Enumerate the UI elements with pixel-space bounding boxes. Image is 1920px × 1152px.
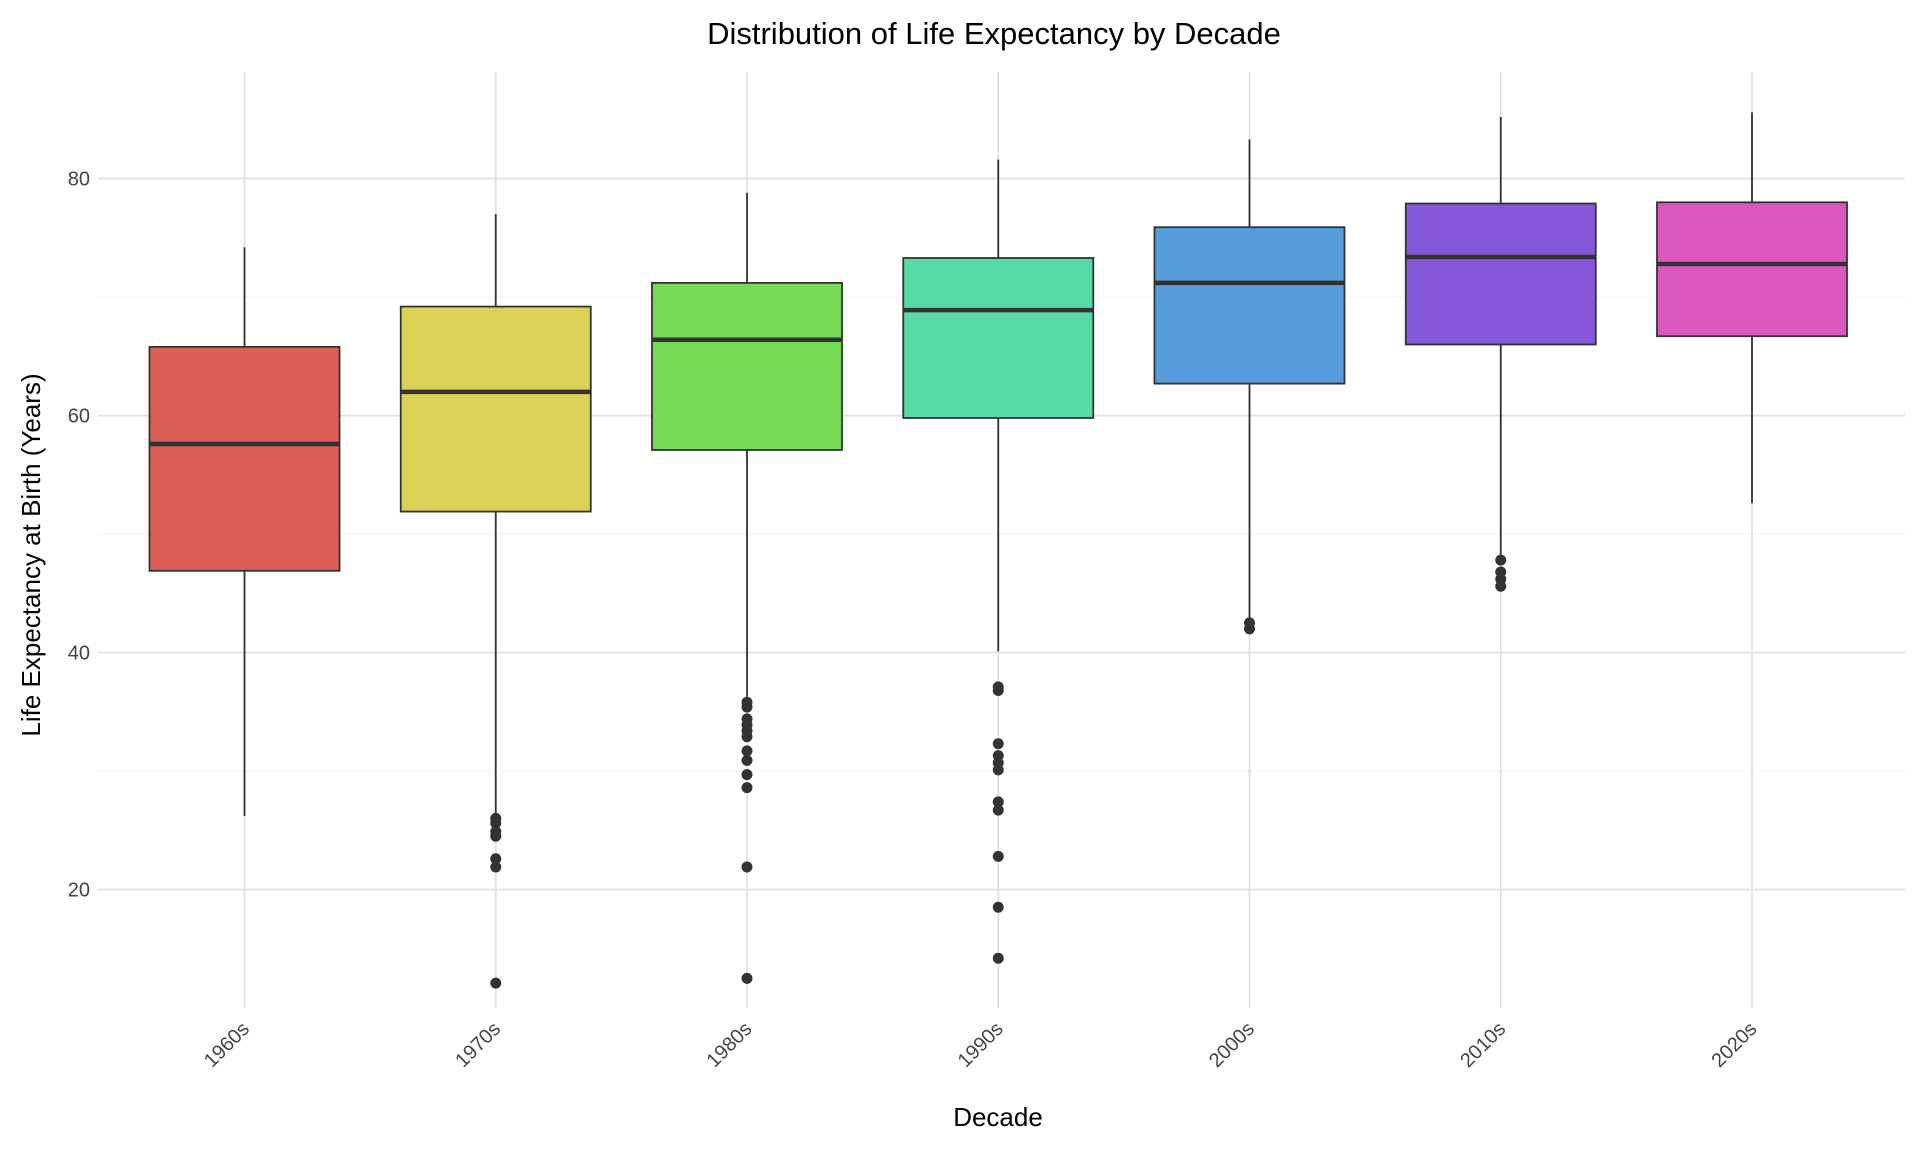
y-tick-label: 60 xyxy=(68,406,90,428)
box-2020s xyxy=(1656,112,1848,504)
outlier-point xyxy=(992,804,1004,816)
outlier-point xyxy=(741,861,753,873)
y-tick-label: 80 xyxy=(68,169,90,191)
iqr-box xyxy=(148,345,341,572)
box-1980s xyxy=(651,192,843,984)
box-1960s xyxy=(148,247,341,817)
outlier-point xyxy=(741,769,753,781)
box-1990s xyxy=(902,159,1095,964)
outlier-point xyxy=(992,764,1004,776)
iqr-box xyxy=(902,257,1095,419)
x-tick-label: 2000s xyxy=(1205,1018,1259,1072)
iqr-box xyxy=(651,281,843,451)
iqr-box xyxy=(1656,201,1848,338)
outlier-point xyxy=(741,782,753,794)
box-2000s xyxy=(1153,139,1346,635)
outlier-point xyxy=(741,701,753,713)
outlier-point xyxy=(1495,580,1507,592)
iqr-box xyxy=(399,305,592,513)
y-axis-ticks: 20 40 60 80 xyxy=(68,169,90,902)
chart-title: Distribution of Life Expectancy by Decad… xyxy=(707,16,1281,51)
outlier-point xyxy=(992,684,1004,696)
outlier-point xyxy=(992,952,1004,964)
box-1970s xyxy=(399,214,592,989)
y-tick-label: 40 xyxy=(68,643,90,665)
outlier-point xyxy=(490,853,502,865)
outlier-point xyxy=(490,977,502,989)
outlier-point xyxy=(992,796,1004,808)
box-2010s xyxy=(1404,117,1597,592)
iqr-box xyxy=(1153,226,1346,385)
outlier-point xyxy=(741,731,753,743)
x-tick-label: 1970s xyxy=(451,1018,505,1072)
y-tick-label: 20 xyxy=(68,880,90,902)
outlier-point xyxy=(1244,623,1255,635)
outlier-point xyxy=(992,738,1004,750)
outlier-point xyxy=(490,830,502,842)
outlier-point xyxy=(741,754,753,766)
x-tick-label: 2010s xyxy=(1456,1018,1510,1072)
x-tick-label: 1990s xyxy=(954,1018,1008,1072)
outlier-point xyxy=(741,745,753,757)
outlier-point xyxy=(490,861,502,873)
x-axis-title: Decade xyxy=(953,1102,1043,1132)
x-tick-label: 2020s xyxy=(1707,1018,1761,1072)
x-axis-ticks: 1960s 1970s 1980s 1990s 2000s 2010s 2020s xyxy=(200,1018,1762,1072)
outlier-point xyxy=(490,817,502,829)
y-axis-title: Life Expectancy at Birth (Years) xyxy=(16,373,46,736)
outlier-point xyxy=(1495,554,1507,566)
iqr-box xyxy=(1404,202,1597,346)
grid xyxy=(98,72,1905,1008)
outlier-point xyxy=(741,972,753,984)
outlier-point xyxy=(992,901,1004,913)
outlier-point xyxy=(992,850,1004,862)
boxes xyxy=(148,112,1848,989)
x-tick-label: 1960s xyxy=(200,1018,254,1072)
x-tick-label: 1980s xyxy=(702,1018,756,1072)
